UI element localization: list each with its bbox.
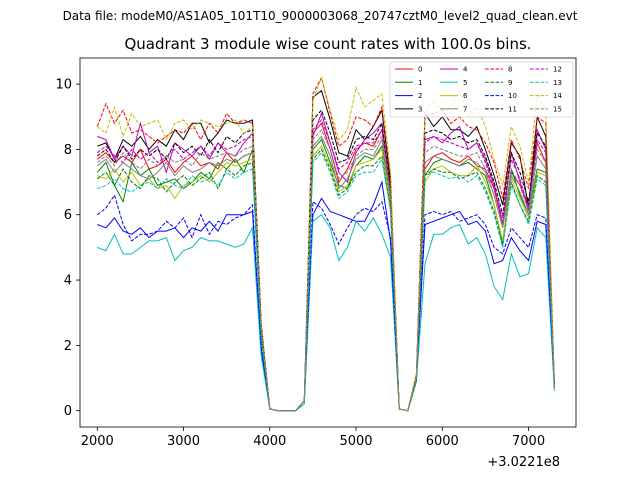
legend-label-9: 9 [508, 79, 512, 87]
x-tick-label: 3000 [167, 434, 200, 449]
legend-label-0: 0 [418, 66, 422, 74]
x-tick-label: 4000 [253, 434, 286, 449]
chart-title: Quadrant 3 module wise count rates with … [124, 35, 531, 53]
x-tick-label: 5000 [339, 434, 372, 449]
series-line-11 [96, 109, 555, 412]
legend-label-1: 1 [418, 79, 422, 87]
legend-label-6: 6 [463, 92, 468, 100]
series-line-2 [97, 180, 555, 412]
legend-label-3: 3 [418, 105, 422, 113]
series-line-10 [96, 194, 555, 412]
y-tick-label: 0 [64, 404, 72, 419]
x-tick-label: 6000 [426, 434, 459, 449]
legend-label-8: 8 [508, 66, 512, 74]
series-line-13 [97, 151, 555, 412]
plot-frame [79, 57, 577, 428]
series-line-6 [97, 145, 555, 412]
legend-label-11: 11 [508, 105, 517, 113]
series-line-3 [97, 89, 555, 412]
series-line-5 [97, 213, 555, 412]
y-tick-label: 8 [64, 143, 72, 158]
legend-label-12: 12 [553, 66, 562, 74]
series-line-12 [96, 119, 555, 412]
series-line-9 [96, 148, 555, 412]
x-offset-label: +3.0221e8 [487, 455, 560, 470]
legend-box [389, 61, 574, 118]
legend-label-7: 7 [463, 105, 467, 113]
series-line-8 [96, 76, 555, 412]
legend-label-4: 4 [463, 66, 468, 74]
y-tick-label: 4 [64, 274, 72, 289]
series-line-7 [96, 135, 555, 412]
legend-label-13: 13 [553, 79, 562, 87]
legend-label-5: 5 [463, 79, 467, 87]
legend-label-10: 10 [508, 92, 517, 100]
series-line-0 [96, 122, 555, 412]
series-line-1 [96, 138, 555, 412]
plot-lines [96, 75, 555, 412]
legend-label-2: 2 [418, 92, 422, 100]
y-tick-label: 2 [64, 339, 72, 354]
legend-label-15: 15 [553, 105, 562, 113]
x-tick-label: 2000 [81, 434, 114, 449]
y-tick-label: 10 [55, 78, 72, 93]
series-line-15 [96, 128, 555, 412]
y-tick-label: 6 [64, 208, 72, 223]
legend-label-14: 14 [553, 92, 562, 100]
x-tick-label: 7000 [512, 434, 545, 449]
chart-suptitle: Data file: modeM0/AS1A05_101T10_90000030… [63, 9, 578, 23]
